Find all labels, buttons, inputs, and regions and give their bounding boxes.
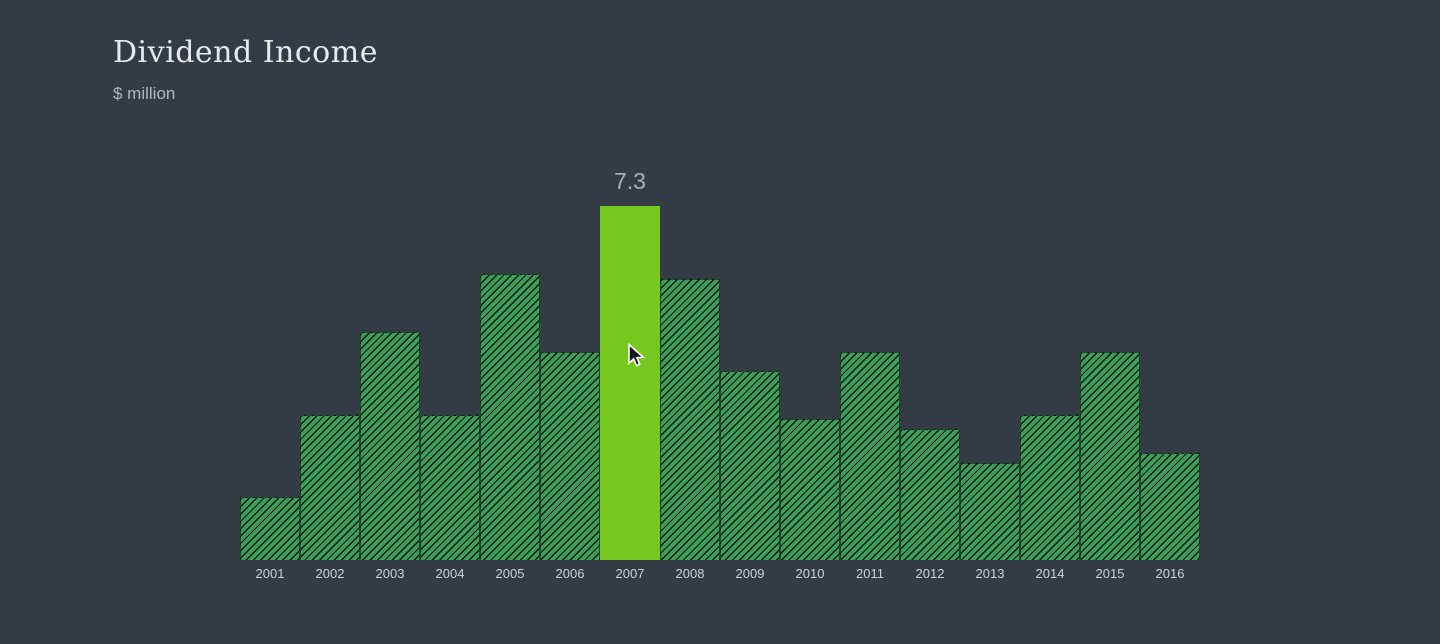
x-axis-label-2015: 2015 <box>1095 566 1125 581</box>
chart-header: Dividend Income $ million <box>113 36 378 104</box>
bar-2005[interactable] <box>480 273 540 560</box>
x-axis-label-2016: 2016 <box>1155 566 1185 581</box>
bar-2002[interactable] <box>300 414 360 560</box>
bar-2001[interactable] <box>240 496 300 560</box>
x-axis-label-2001: 2001 <box>255 566 285 581</box>
x-axis-label-2008: 2008 <box>675 566 705 581</box>
x-axis-labels: 2001 2002 2003 2004 2005 2006 2007 2008 2009 2010… <box>240 566 1200 581</box>
x-axis-label-2002: 2002 <box>315 566 345 581</box>
x-axis-label-2009: 2009 <box>735 566 765 581</box>
x-axis-label-2003: 2003 <box>375 566 405 581</box>
x-axis-label-2010: 2010 <box>795 566 825 581</box>
chart-title: Dividend Income <box>113 35 378 70</box>
bar-2009[interactable] <box>720 370 780 560</box>
bar-2014[interactable] <box>1020 414 1080 560</box>
x-axis-label-2007: 2007 <box>615 566 645 581</box>
bar-plot: 7.3 <box>240 168 1200 560</box>
bar-2010[interactable] <box>780 419 840 560</box>
bar-2006[interactable] <box>540 351 600 560</box>
bar-2008[interactable] <box>660 278 720 560</box>
highlighted-bar-value-label: 7.3 <box>614 168 646 194</box>
x-axis-label-2011: 2011 <box>856 566 884 581</box>
bar-2007[interactable]: 7.3 <box>600 168 660 560</box>
x-axis-label-2004: 2004 <box>435 566 465 581</box>
x-axis-label-2006: 2006 <box>555 566 585 581</box>
bar-2016[interactable] <box>1140 453 1200 560</box>
bar-2004[interactable] <box>420 414 480 560</box>
bar-2015[interactable] <box>1080 351 1140 560</box>
bar-2003[interactable] <box>360 332 420 560</box>
x-axis-label-2005: 2005 <box>495 566 525 581</box>
bar-2012[interactable] <box>900 429 960 560</box>
chart-subtitle: $ million <box>113 84 176 103</box>
x-axis-label-2012: 2012 <box>915 566 945 581</box>
bar-2013[interactable] <box>960 463 1020 560</box>
x-axis-label-2013: 2013 <box>975 566 1005 581</box>
bar-2011[interactable] <box>840 351 900 560</box>
x-axis-label-2014: 2014 <box>1035 566 1065 581</box>
